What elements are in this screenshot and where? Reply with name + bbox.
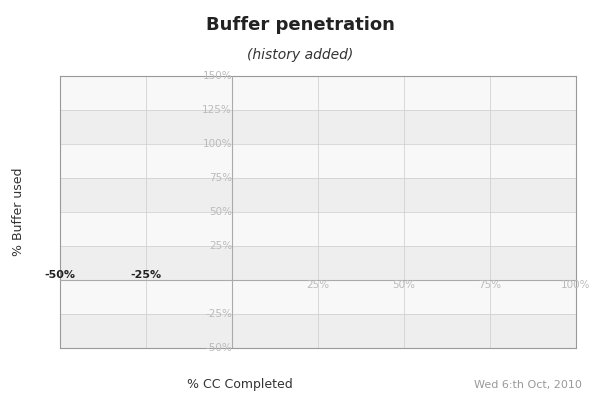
Text: (history added): (history added)	[247, 48, 353, 62]
Text: % CC Completed: % CC Completed	[187, 378, 293, 391]
Text: 75%: 75%	[478, 280, 502, 290]
Text: Wed 6:th Oct, 2010: Wed 6:th Oct, 2010	[474, 380, 582, 390]
Bar	[60, 144, 576, 178]
Text: % Buffer used: % Buffer used	[12, 168, 25, 256]
Text: 25%: 25%	[307, 280, 329, 290]
Text: Buffer penetration: Buffer penetration	[206, 16, 394, 34]
Bar	[60, 280, 576, 314]
Text: 100%: 100%	[203, 139, 232, 149]
Bar	[60, 178, 576, 212]
Bar	[60, 212, 576, 246]
Text: 25%: 25%	[209, 241, 232, 251]
Bar	[60, 76, 576, 110]
Text: -50%: -50%	[44, 270, 76, 280]
Bar	[60, 110, 576, 144]
Text: -25%: -25%	[130, 270, 161, 280]
Text: 150%: 150%	[202, 71, 232, 81]
Text: 50%: 50%	[209, 207, 232, 217]
Bar	[60, 314, 576, 348]
Text: 75%: 75%	[209, 173, 232, 183]
Text: -50%: -50%	[205, 343, 232, 353]
Bar	[60, 246, 576, 280]
Text: -25%: -25%	[205, 309, 232, 319]
Text: 100%: 100%	[561, 280, 591, 290]
Text: 125%: 125%	[202, 105, 232, 115]
Text: 50%: 50%	[392, 280, 416, 290]
